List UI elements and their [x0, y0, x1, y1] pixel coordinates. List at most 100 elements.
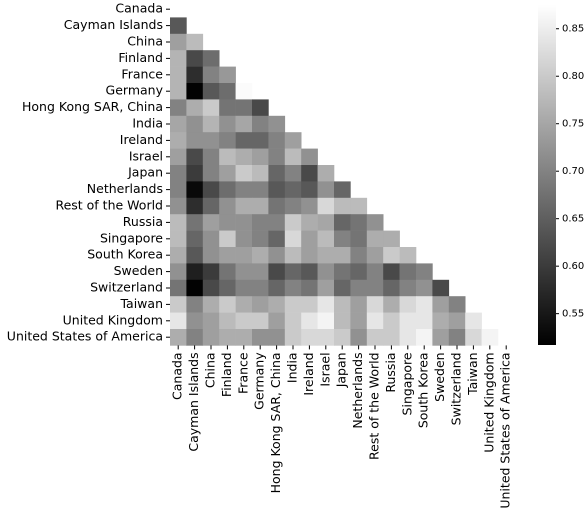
heatmap-cell	[301, 263, 318, 281]
colorbar-tick-label: 0.80	[562, 71, 584, 82]
heatmap-cell	[186, 83, 204, 100]
y-tick-label: Singapore	[100, 230, 163, 245]
y-tick-label: Russia	[123, 214, 163, 229]
heatmap-cell	[235, 99, 253, 117]
y-tick-label: Israel	[129, 148, 163, 163]
heatmap-cell	[170, 17, 187, 35]
heatmap-cell	[170, 296, 187, 313]
heatmap-cell	[202, 197, 220, 215]
heatmap-cell	[284, 165, 302, 182]
y-tick-label: United States of America	[7, 329, 163, 344]
heatmap-cell	[186, 329, 204, 346]
colorbar	[538, 5, 556, 345]
heatmap-cell	[383, 329, 400, 346]
heatmap-cell	[252, 99, 269, 117]
heatmap-cell	[219, 66, 236, 84]
heatmap-cell	[252, 132, 269, 149]
heatmap-cell	[366, 312, 384, 330]
heatmap-cell	[170, 115, 187, 133]
heatmap-cell	[350, 263, 368, 281]
heatmap-cell	[399, 329, 417, 346]
x-tick-label: France	[235, 352, 250, 394]
heatmap-cell	[301, 181, 318, 199]
heatmap-cell	[170, 83, 187, 100]
heatmap-cell	[301, 296, 318, 313]
heatmap-cell	[465, 329, 482, 346]
colorbar-tick-label: 0.60	[562, 261, 584, 272]
y-tick-label: United Kingdom	[63, 312, 163, 327]
heatmap-cell	[383, 230, 400, 248]
heatmap-cell	[235, 165, 253, 182]
heatmap-cell	[317, 312, 335, 330]
heatmap-cell	[235, 132, 253, 149]
heatmap-cell	[334, 296, 351, 313]
heatmap-cell	[334, 230, 351, 248]
x-tick-label: Sweden	[432, 352, 447, 401]
heatmap-cell	[481, 329, 499, 346]
x-tick-label: United States of America	[498, 352, 513, 508]
heatmap-cell	[219, 263, 236, 281]
heatmap-cell	[235, 263, 253, 281]
x-tick-label: Finland	[219, 352, 234, 397]
heatmap-cell	[301, 214, 318, 231]
heatmap-cell	[284, 181, 302, 199]
y-tick-label: France	[121, 66, 163, 81]
x-tick-label: Russia	[383, 352, 398, 392]
y-tick-label: Hong Kong SAR, China	[22, 99, 163, 114]
heatmap-cell	[301, 312, 318, 330]
heatmap-cell	[252, 296, 269, 313]
heatmap-cell	[170, 132, 187, 149]
heatmap-cell	[399, 263, 417, 281]
heatmap-cell	[202, 296, 220, 313]
heatmap-cell	[284, 197, 302, 215]
heatmap-cell	[186, 197, 204, 215]
heatmap-cell	[252, 263, 269, 281]
heatmap-cell	[317, 279, 335, 297]
heatmap-cell	[432, 296, 450, 313]
x-tick-label: Netherlands	[350, 352, 365, 428]
heatmap-cell	[170, 230, 187, 248]
heatmap-cell	[432, 279, 450, 297]
heatmap-cell	[170, 329, 187, 346]
heatmap-cell	[383, 279, 400, 297]
heatmap-cell	[186, 165, 204, 182]
heatmap-cell	[301, 247, 318, 264]
heatmap-cell	[186, 279, 204, 297]
heatmap-cell	[219, 197, 236, 215]
y-tick-label: South Korea	[87, 247, 163, 262]
heatmap-cell	[350, 230, 368, 248]
heatmap-cell	[350, 312, 368, 330]
heatmap-cell	[252, 329, 269, 346]
heatmap-cell	[399, 279, 417, 297]
heatmap-cell	[350, 329, 368, 346]
heatmap-cell	[334, 329, 351, 346]
heatmap-cell	[268, 214, 286, 231]
heatmap-cell	[235, 197, 253, 215]
heatmap-cell	[399, 247, 417, 264]
heatmap-cell	[219, 279, 236, 297]
heatmap-cell	[235, 329, 253, 346]
heatmap-cell	[284, 132, 302, 149]
heatmap-cell	[252, 279, 269, 297]
heatmap-cell	[366, 230, 384, 248]
heatmap-cell	[219, 165, 236, 182]
heatmap-cell	[252, 181, 269, 199]
heatmap-cell	[416, 329, 433, 346]
heatmap-cell	[301, 279, 318, 297]
heatmap-cell	[186, 50, 204, 67]
heatmap-cell	[170, 181, 187, 199]
heatmap-cell	[383, 247, 400, 264]
heatmap-cell	[284, 214, 302, 231]
heatmap-cell	[170, 279, 187, 297]
heatmap-cell	[170, 50, 187, 67]
heatmap-cell	[219, 115, 236, 133]
heatmap-cell	[202, 99, 220, 117]
heatmap-cell	[202, 230, 220, 248]
heatmap-cell	[334, 247, 351, 264]
heatmap-cell	[219, 296, 236, 313]
heatmap-cell	[170, 148, 187, 166]
y-tick-label: Finland	[118, 50, 163, 65]
heatmap-cell	[235, 181, 253, 199]
colorbar-tick-label: 0.65	[562, 214, 584, 225]
heatmap-cell	[350, 296, 368, 313]
